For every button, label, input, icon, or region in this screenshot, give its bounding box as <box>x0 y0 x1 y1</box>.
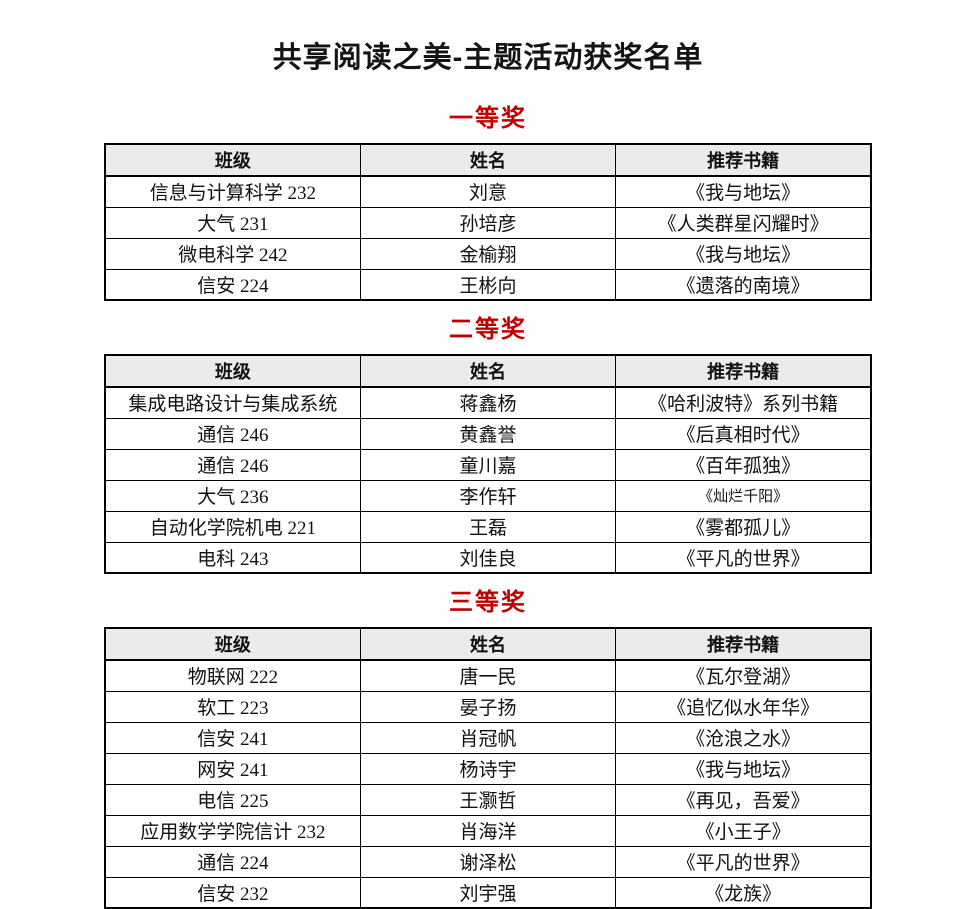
cell-class: 通信 246 <box>104 417 361 450</box>
cell-class: 大气 236 <box>104 479 361 512</box>
cell-name: 王磊 <box>359 510 617 543</box>
cell-name: 李作轩 <box>359 479 617 512</box>
table-body: 信息与计算科学 232 刘意 《我与地坛》 大气 231 孙培彦 《人类群星闪耀时》 微电科… <box>104 175 872 301</box>
awards-table-third: 班级 姓名 推荐书籍 物联网 222 唐一民 《瓦尔登湖》 软工 223 晏子扬 《追忆似… <box>104 627 872 909</box>
cell-name: 唐一民 <box>359 659 617 692</box>
cell-book: 《我与地坛》 <box>615 237 872 270</box>
table-row: 信息与计算科学 232 刘意 《我与地坛》 <box>104 175 872 208</box>
cell-class: 物联网 222 <box>104 659 361 692</box>
prize-section-1: 一等奖 班级 姓名 推荐书籍 信息与计算科学 232 刘意 《我与地坛》 大气 231… <box>104 98 872 301</box>
cell-name: 晏子扬 <box>359 690 617 723</box>
column-header-class: 班级 <box>104 627 361 661</box>
cell-name: 刘宇强 <box>359 876 617 909</box>
cell-book: 《再见，吾爱》 <box>615 783 872 816</box>
cell-book: 《小王子》 <box>615 814 872 847</box>
column-header-book: 推荐书籍 <box>615 143 872 177</box>
cell-class: 通信 246 <box>104 448 361 481</box>
cell-class: 通信 224 <box>104 845 361 878</box>
cell-class: 信息与计算科学 232 <box>104 175 361 208</box>
table-row: 通信 224 谢泽松 《平凡的世界》 <box>104 845 872 878</box>
table-body: 集成电路设计与集成系统 蒋鑫杨 《哈利波特》系列书籍 通信 246 黄鑫誉 《后真相时代》… <box>104 386 872 574</box>
table-row: 信安 224 王彬向 《遗落的南境》 <box>104 268 872 301</box>
column-header-class: 班级 <box>104 143 361 177</box>
prize-section-2: 二等奖 班级 姓名 推荐书籍 集成电路设计与集成系统 蒋鑫杨 《哈利波特》系列书籍通… <box>104 309 872 574</box>
cell-class: 信安 224 <box>104 268 361 301</box>
table-row: 自动化学院机电 221 王磊 《雾都孤儿》 <box>104 510 872 543</box>
table-row: 信安 241 肖冠帆 《沧浪之水》 <box>104 721 872 754</box>
cell-class: 电科 243 <box>104 541 361 574</box>
document-page: 共享阅读之美-主题活动获奖名单 一等奖 班级 姓名 推荐书籍 信息与计算科学 2… <box>104 0 872 909</box>
prize-section-3: 三等奖 班级 姓名 推荐书籍 物联网 222 唐一民 《瓦尔登湖》 软工 223 晏子扬… <box>104 582 872 909</box>
column-header-name: 姓名 <box>359 627 617 661</box>
column-header-class: 班级 <box>104 354 361 388</box>
page-title: 共享阅读之美-主题活动获奖名单 <box>272 42 704 74</box>
table-row: 电信 225 王灏哲 《再见，吾爱》 <box>104 783 872 816</box>
cell-book: 《后真相时代》 <box>615 417 872 450</box>
cell-name: 刘佳良 <box>359 541 617 574</box>
table-row: 大气 231 孙培彦 《人类群星闪耀时》 <box>104 206 872 239</box>
cell-name: 肖冠帆 <box>359 721 617 754</box>
column-header-book: 推荐书籍 <box>615 627 872 661</box>
cell-class: 应用数学学院信计 232 <box>104 814 361 847</box>
table-row: 应用数学学院信计 232 肖海洋 《小王子》 <box>104 814 872 847</box>
cell-name: 肖海洋 <box>359 814 617 847</box>
table-header-row: 班级 姓名 推荐书籍 <box>104 354 872 388</box>
cell-name: 刘意 <box>359 175 617 208</box>
cell-book: 《龙族》 <box>615 876 872 909</box>
cell-book: 《遗落的南境》 <box>615 268 872 301</box>
cell-book: 《追忆似水年华》 <box>615 690 872 723</box>
cell-class: 微电科学 242 <box>104 237 361 270</box>
table-row: 通信 246 黄鑫誉 《后真相时代》 <box>104 417 872 450</box>
cell-book: 《平凡的世界》 <box>615 845 872 878</box>
cell-class: 电信 225 <box>104 783 361 816</box>
cell-name: 黄鑫誉 <box>359 417 617 450</box>
cell-name: 孙培彦 <box>359 206 617 239</box>
cell-class: 集成电路设计与集成系统 <box>104 386 361 419</box>
cell-name: 王彬向 <box>359 268 617 301</box>
column-header-name: 姓名 <box>359 143 617 177</box>
cell-class: 网安 241 <box>104 752 361 785</box>
table-row: 大气 236 李作轩 《灿烂千阳》 <box>104 479 872 512</box>
table-header-row: 班级 姓名 推荐书籍 <box>104 143 872 177</box>
cell-name: 童川嘉 <box>359 448 617 481</box>
cell-class: 信安 232 <box>104 876 361 909</box>
table-row: 软工 223 晏子扬 《追忆似水年华》 <box>104 690 872 723</box>
column-header-name: 姓名 <box>359 354 617 388</box>
column-header-book: 推荐书籍 <box>615 354 872 388</box>
table-row: 信安 232 刘宇强 《龙族》 <box>104 876 872 909</box>
cell-name: 蒋鑫杨 <box>359 386 617 419</box>
cell-book: 《人类群星闪耀时》 <box>615 206 872 239</box>
cell-class: 大气 231 <box>104 206 361 239</box>
cell-name: 金榆翔 <box>359 237 617 270</box>
cell-class: 信安 241 <box>104 721 361 754</box>
table-row: 物联网 222 唐一民 《瓦尔登湖》 <box>104 659 872 692</box>
table-body: 物联网 222 唐一民 《瓦尔登湖》 软工 223 晏子扬 《追忆似水年华》 信安 241 肖… <box>104 659 872 909</box>
prize-heading-third: 三等奖 <box>449 589 527 616</box>
cell-book: 《沧浪之水》 <box>615 721 872 754</box>
cell-book: 《雾都孤儿》 <box>615 510 872 543</box>
cell-class: 软工 223 <box>104 690 361 723</box>
prize-heading-first: 一等奖 <box>449 105 527 132</box>
table-row: 微电科学 242 金榆翔 《我与地坛》 <box>104 237 872 270</box>
table-header-row: 班级 姓名 推荐书籍 <box>104 627 872 661</box>
cell-name: 杨诗宇 <box>359 752 617 785</box>
prize-heading-second: 二等奖 <box>449 316 527 343</box>
cell-class: 自动化学院机电 221 <box>104 510 361 543</box>
cell-book: 《平凡的世界》 <box>615 541 872 574</box>
cell-book: 《我与地坛》 <box>615 175 872 208</box>
table-row: 通信 246 童川嘉 《百年孤独》 <box>104 448 872 481</box>
cell-book: 《瓦尔登湖》 <box>615 659 872 692</box>
awards-table-second: 班级 姓名 推荐书籍 集成电路设计与集成系统 蒋鑫杨 《哈利波特》系列书籍 通信 24… <box>104 354 872 574</box>
cell-book: 《哈利波特》系列书籍 <box>615 386 872 419</box>
cell-book: 《灿烂千阳》 <box>615 479 872 512</box>
cell-name: 王灏哲 <box>359 783 617 816</box>
cell-book: 《百年孤独》 <box>615 448 872 481</box>
table-row: 集成电路设计与集成系统 蒋鑫杨 《哈利波特》系列书籍 <box>104 386 872 419</box>
cell-name: 谢泽松 <box>359 845 617 878</box>
table-row: 网安 241 杨诗宇 《我与地坛》 <box>104 752 872 785</box>
cell-book: 《我与地坛》 <box>615 752 872 785</box>
awards-table-first: 班级 姓名 推荐书籍 信息与计算科学 232 刘意 《我与地坛》 大气 231 孙培彦《… <box>104 143 872 301</box>
table-row: 电科 243 刘佳良 《平凡的世界》 <box>104 541 872 574</box>
